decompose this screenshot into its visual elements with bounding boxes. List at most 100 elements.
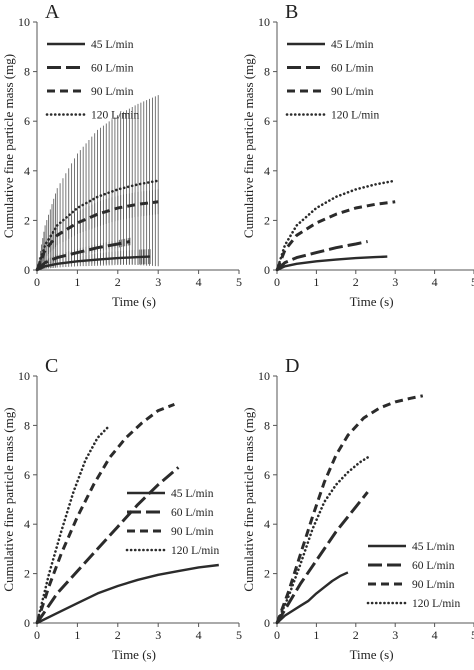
- y-tick-label: 4: [24, 164, 30, 178]
- x-tick-label: 4: [432, 275, 438, 289]
- y-axis-label: Cumulative fine particle mass (mg): [241, 54, 256, 238]
- series-line-60-l-min: [275, 491, 369, 624]
- y-tick-label: 8: [24, 65, 30, 79]
- y-tick-label: 4: [264, 164, 270, 178]
- legend-label-60-l-min: 60 L/min: [91, 63, 134, 75]
- x-axis-label: Time (s): [112, 294, 156, 309]
- series-line-120-l-min: [35, 179, 160, 272]
- y-tick-label: 6: [24, 468, 30, 482]
- y-tick-label: 8: [24, 418, 30, 432]
- y-tick-label: 0: [24, 263, 30, 277]
- series-line-90-l-min: [35, 402, 175, 624]
- panel-letter: B: [285, 1, 298, 23]
- y-tick-label: 2: [24, 567, 30, 581]
- x-tick-label: 0: [274, 275, 280, 289]
- legend-label-45-l-min: 45 L/min: [412, 541, 455, 553]
- x-tick-label: 2: [353, 628, 359, 642]
- x-axis-label: Time (s): [112, 647, 156, 662]
- x-tick-label: 4: [196, 275, 202, 289]
- legend-label-120-l-min: 120 L/min: [171, 545, 219, 557]
- series-line-45-l-min: [276, 255, 388, 272]
- y-tick-label: 6: [264, 114, 270, 128]
- series-line-60-l-min: [35, 466, 180, 624]
- x-tick-label: 4: [196, 628, 202, 642]
- x-tick-label: 0: [34, 628, 40, 642]
- panel-b: 0 2 4 6 8 10 0 1 2 3 4 5 Time (s) Cumulative fine par…: [241, 1, 474, 309]
- x-tick-label: 3: [155, 628, 161, 642]
- y-tick-label: 2: [264, 213, 270, 227]
- x-tick-label: 3: [155, 275, 161, 289]
- legend-label-120-l-min: 120 L/min: [331, 110, 379, 122]
- legend-label-90-l-min: 90 L/min: [331, 86, 374, 98]
- panel-a: 0 2 4 6 8 10 0 1 2 3 4 5 Time (s) Cumulative fine par…: [1, 1, 242, 309]
- y-tick-label: 0: [24, 616, 30, 630]
- x-tick-label: 0: [274, 628, 280, 642]
- y-tick-label: 8: [264, 65, 270, 79]
- x-axis-label: Time (s): [350, 647, 394, 662]
- y-tick-label: 10: [258, 15, 270, 29]
- legend-label-120-l-min: 120 L/min: [91, 110, 139, 122]
- y-tick-label: 8: [264, 418, 270, 432]
- x-tick-label: 3: [392, 275, 398, 289]
- y-tick-label: 2: [264, 567, 270, 581]
- x-tick-label: 2: [115, 275, 121, 289]
- panel-c: 0 2 4 6 8 10 0 1 2 3 4 5 Time (s) Cumulative fine par…: [1, 355, 242, 662]
- y-tick-label: 6: [264, 468, 270, 482]
- y-tick-label: 4: [24, 517, 30, 531]
- x-tick-label: 1: [313, 628, 319, 642]
- series-line-90-l-min: [35, 200, 159, 271]
- x-tick-label: 5: [471, 275, 474, 289]
- series-line-120-l-min: [275, 456, 369, 625]
- x-tick-label: 5: [236, 628, 242, 642]
- x-tick-label: 5: [236, 275, 242, 289]
- legend-label-45-l-min: 45 L/min: [91, 39, 134, 51]
- x-tick-label: 3: [392, 628, 398, 642]
- legend: 45 L/min 60 L/min 90 L/min 120 L/min: [366, 541, 460, 610]
- series-line-45-l-min: [276, 571, 349, 624]
- y-tick-label: 10: [258, 369, 270, 383]
- y-axis-label: Cumulative fine particle mass (mg): [1, 54, 16, 238]
- legend: 45 L/min 60 L/min 90 L/min 120 L/min: [125, 488, 219, 557]
- y-axis-label: Cumulative fine particle mass (mg): [241, 407, 256, 591]
- legend-label-45-l-min: 45 L/min: [331, 39, 374, 51]
- x-tick-label: 4: [432, 628, 438, 642]
- y-tick-label: 4: [264, 517, 270, 531]
- series-line-90-l-min: [275, 200, 396, 271]
- legend-label-60-l-min: 60 L/min: [331, 63, 374, 75]
- legend: 45 L/min 60 L/min 90 L/min 120 L/min: [285, 39, 379, 122]
- y-tick-label: 2: [24, 213, 30, 227]
- x-tick-label: 1: [313, 275, 319, 289]
- x-tick-label: 0: [34, 275, 40, 289]
- legend-label-45-l-min: 45 L/min: [171, 488, 214, 500]
- legend: 45 L/min 60 L/min 90 L/min 120 L/min: [45, 39, 139, 122]
- series-line-45-l-min: [36, 255, 151, 272]
- series-line-120-l-min: [35, 424, 111, 625]
- x-tick-label: 2: [353, 275, 359, 289]
- panel-letter: D: [285, 355, 299, 377]
- series-line-60-l-min: [275, 240, 368, 272]
- x-axis-label: Time (s): [350, 294, 394, 309]
- panel-letter: C: [45, 355, 58, 377]
- y-axis-label: Cumulative fine particle mass (mg): [1, 407, 16, 591]
- x-tick-label: 5: [471, 628, 474, 642]
- legend-label-60-l-min: 60 L/min: [171, 507, 214, 519]
- legend-label-60-l-min: 60 L/min: [412, 560, 455, 572]
- x-tick-label: 1: [74, 275, 80, 289]
- panel-d: 0 2 4 6 8 10 0 1 2 3 4 5 Time (s) Cumulative fine par…: [241, 355, 474, 662]
- x-tick-label: 1: [74, 628, 80, 642]
- y-tick-label: 10: [18, 15, 30, 29]
- y-tick-label: 10: [18, 369, 30, 383]
- series-line-120-l-min: [275, 179, 397, 272]
- series-line-45-l-min: [36, 563, 219, 625]
- legend-label-90-l-min: 90 L/min: [412, 579, 455, 591]
- legend-label-90-l-min: 90 L/min: [91, 86, 134, 98]
- panel-letter: A: [45, 1, 60, 23]
- y-tick-label: 6: [24, 114, 30, 128]
- y-tick-label: 0: [264, 263, 270, 277]
- x-tick-label: 2: [115, 628, 121, 642]
- y-tick-label: 0: [264, 616, 270, 630]
- legend-label-90-l-min: 90 L/min: [171, 526, 214, 538]
- series-line-60-l-min: [35, 240, 131, 272]
- legend-label-120-l-min: 120 L/min: [412, 598, 460, 610]
